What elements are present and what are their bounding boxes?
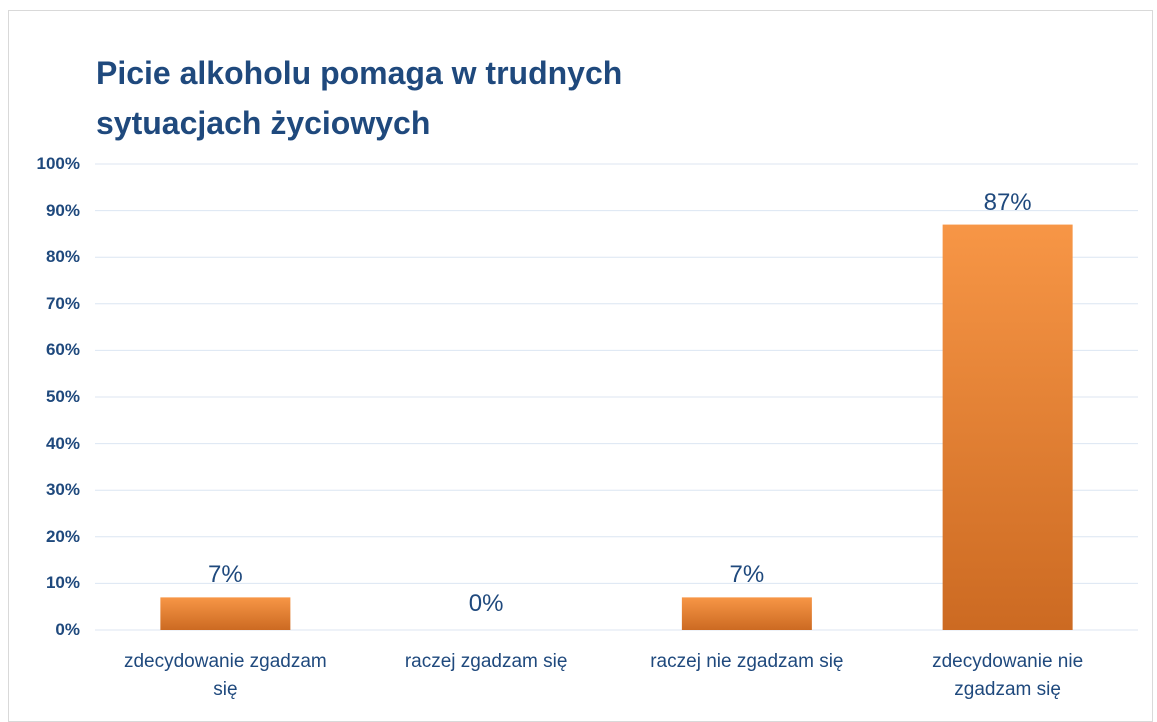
x-tick-label: raczej nie zgadzam się — [650, 651, 844, 672]
data-label: 87% — [983, 188, 1032, 216]
y-tick-label: 60% — [45, 340, 80, 360]
x-tick-label: raczej zgadzam się — [404, 651, 568, 672]
y-tick-label: 30% — [45, 480, 80, 500]
chart-title: Picie alkoholu pomaga w trudnych sytuacj… — [96, 55, 623, 141]
y-tick-label: 100% — [36, 154, 80, 173]
y-tick-label: 0% — [55, 620, 80, 639]
data-label: 0% — [468, 590, 504, 617]
y-tick-label: 70% — [45, 293, 80, 313]
data-label: 7% — [208, 561, 243, 589]
x-tick-label: zdecydowanie zgadzam się — [123, 651, 327, 700]
y-tick-label: 90% — [45, 200, 80, 220]
bar — [160, 597, 291, 630]
y-tick-label: 80% — [45, 247, 80, 267]
x-tick-label: zdecydowanie nie zgadzam się — [932, 651, 1084, 700]
bar — [681, 597, 812, 630]
data-label: 7% — [729, 561, 765, 589]
bar — [942, 224, 1073, 630]
y-tick-label: 50% — [45, 387, 80, 406]
y-tick-label: 10% — [45, 573, 80, 593]
y-tick-label: 40% — [45, 433, 80, 453]
y-tick-label: 20% — [45, 526, 80, 546]
